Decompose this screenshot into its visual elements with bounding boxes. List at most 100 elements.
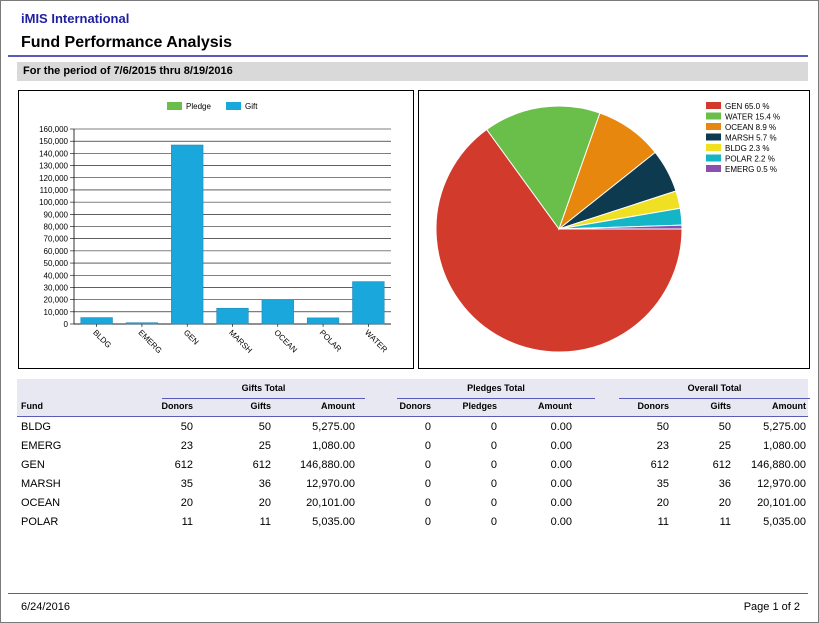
footer-divider bbox=[8, 593, 808, 594]
group-underline bbox=[397, 398, 595, 399]
table-cell: 12,970.00 bbox=[757, 478, 806, 490]
legend-label: Pledge bbox=[186, 102, 211, 111]
fund-name-cell: EMERG bbox=[21, 440, 62, 452]
table-cell: 0 bbox=[424, 478, 431, 490]
table-cell: 0.00 bbox=[550, 516, 572, 528]
table-row: BLDG 50 50 5,275.00 0 0 0.00 50 50 5,275.00 bbox=[17, 418, 808, 436]
bar-bldg bbox=[80, 317, 113, 325]
x-tick-label: EMERG bbox=[137, 328, 164, 355]
table-cell: 1,080.00 bbox=[312, 440, 355, 452]
legend-swatch bbox=[706, 102, 721, 109]
y-tick-label: 100,000 bbox=[39, 198, 68, 207]
fund-name-cell: GEN bbox=[21, 459, 45, 471]
table-cell: 35 bbox=[180, 478, 193, 490]
legend-label: EMERG 0.5 % bbox=[725, 165, 777, 174]
y-tick-label: 140,000 bbox=[39, 149, 68, 158]
table-cell: 50 bbox=[718, 421, 731, 433]
table-cell: 23 bbox=[656, 440, 669, 452]
y-tick-label: 40,000 bbox=[44, 271, 69, 280]
bar-chart-panel: Pledge Gift 0 10,000 20,000 30,000 40,000 50,00… bbox=[18, 90, 414, 369]
y-tick-label: 70,000 bbox=[44, 235, 69, 244]
legend-swatch bbox=[706, 165, 721, 172]
table-cell: 20,101.00 bbox=[306, 497, 355, 509]
table-cell: 0.00 bbox=[550, 440, 572, 452]
table-cell: 36 bbox=[718, 478, 731, 490]
bar-chart: Pledge Gift 0 10,000 20,000 30,000 40,000 50,00… bbox=[39, 102, 391, 355]
legend-swatch bbox=[226, 102, 241, 110]
y-tick-label: 10,000 bbox=[44, 308, 69, 317]
y-tick-label: 120,000 bbox=[39, 174, 68, 183]
col-header-amount: Amount bbox=[538, 401, 572, 411]
table-cell: 11 bbox=[259, 516, 271, 528]
table-cell: 0 bbox=[424, 440, 431, 452]
x-tick-label: MARSH bbox=[227, 328, 254, 355]
x-tick-label: WATER bbox=[363, 328, 389, 354]
table-cell: 0 bbox=[490, 478, 497, 490]
y-tick-label: 130,000 bbox=[39, 162, 68, 171]
legend-swatch bbox=[706, 112, 721, 120]
table-cell: 5,275.00 bbox=[312, 421, 355, 433]
x-tick-label: GEN bbox=[182, 328, 201, 347]
table-cell: 50 bbox=[180, 421, 193, 433]
table-cell: 50 bbox=[258, 421, 271, 433]
bar-ocean bbox=[261, 299, 294, 325]
group-gifts-total: Gifts Total bbox=[241, 383, 286, 393]
period-text: For the period of 7/6/2015 thru 8/19/201… bbox=[23, 65, 233, 77]
fund-name-cell: OCEAN bbox=[21, 497, 61, 509]
y-tick-label: 30,000 bbox=[44, 283, 69, 292]
table-cell: 0.00 bbox=[550, 421, 572, 433]
table-cell: 36 bbox=[258, 478, 271, 490]
legend-label: OCEAN 8.9 % bbox=[725, 123, 776, 132]
table-cell: 612 bbox=[252, 459, 271, 471]
table-cell: 11 bbox=[657, 516, 669, 528]
table-cell: 0 bbox=[490, 421, 497, 433]
y-tick-label: 160,000 bbox=[39, 125, 68, 134]
col-header-amount: Amount bbox=[772, 401, 806, 411]
table-cell: 11 bbox=[719, 516, 731, 528]
col-header-pledges: Pledges bbox=[462, 401, 497, 411]
col-header-donors: Donors bbox=[399, 401, 432, 411]
pie-slice bbox=[558, 224, 683, 230]
pie-chart-panel: GEN 65.0 % WATER 15.4 % OCEAN 8.9 % MARSH 5… bbox=[418, 90, 810, 369]
y-tick-label: 50,000 bbox=[44, 259, 69, 268]
legend-label: GEN 65.0 % bbox=[725, 102, 769, 111]
table-cell: 20 bbox=[258, 497, 271, 509]
x-tick-label: OCEAN bbox=[272, 328, 299, 355]
table-cell: 146,880.00 bbox=[299, 459, 355, 471]
table-cell: 612 bbox=[650, 459, 669, 471]
group-underline bbox=[162, 398, 365, 399]
x-tick-label: BLDG bbox=[91, 328, 113, 350]
table-cell: 0.00 bbox=[550, 478, 572, 490]
y-tick-label: 80,000 bbox=[44, 223, 69, 232]
table-cell: 11 bbox=[181, 516, 193, 528]
y-tick-label: 20,000 bbox=[44, 296, 69, 305]
legend-swatch bbox=[706, 144, 721, 151]
table-cell: 0 bbox=[490, 516, 497, 528]
table-cell: 20 bbox=[718, 497, 731, 509]
bar-water bbox=[352, 281, 385, 325]
table-cell: 0 bbox=[424, 516, 431, 528]
table-cell: 12,970.00 bbox=[306, 478, 355, 490]
bar-gen bbox=[171, 144, 204, 325]
group-pledges-total: Pledges Total bbox=[467, 383, 525, 393]
table-cell: 0 bbox=[490, 459, 497, 471]
pie-slice bbox=[486, 105, 601, 231]
table-cell: 5,275.00 bbox=[763, 421, 806, 433]
col-header-donors: Donors bbox=[637, 401, 670, 411]
col-header-donors: Donors bbox=[161, 401, 194, 411]
legend-swatch bbox=[706, 123, 721, 130]
col-header-gifts: Gifts bbox=[250, 401, 271, 411]
fund-name-cell: MARSH bbox=[21, 478, 61, 490]
table-cell: 146,880.00 bbox=[750, 459, 806, 471]
bar-marsh bbox=[216, 307, 249, 325]
table-cell: 0 bbox=[424, 421, 431, 433]
y-tick-label: 90,000 bbox=[44, 210, 69, 219]
table-cell: 50 bbox=[656, 421, 669, 433]
table-cell: 20 bbox=[656, 497, 669, 509]
pie-slice bbox=[435, 128, 683, 353]
table-row: OCEAN 20 20 20,101.00 0 0 0.00 20 20 20,101.00 bbox=[17, 494, 808, 512]
bar-emerg bbox=[125, 322, 159, 325]
table-cell: 0.00 bbox=[550, 497, 572, 509]
legend-swatch bbox=[167, 102, 182, 110]
